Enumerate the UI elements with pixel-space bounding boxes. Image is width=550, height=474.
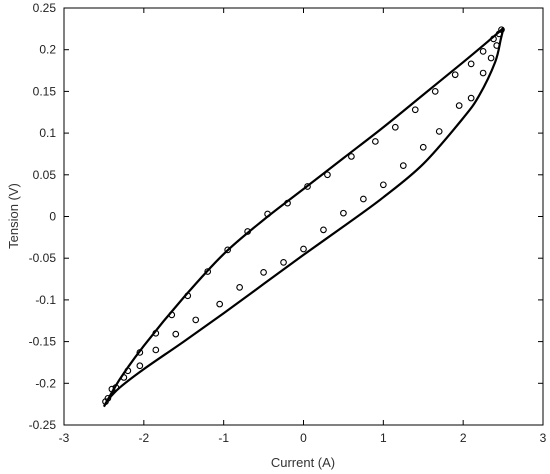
x-tick-label: -1 (218, 431, 229, 445)
data-point (451, 71, 459, 79)
data-point (184, 292, 192, 300)
fit-line (102, 27, 505, 408)
y-tick-label: -0.1 (35, 293, 56, 307)
x-tick-label: 1 (380, 431, 387, 445)
data-point (360, 195, 367, 203)
data-point (479, 69, 487, 77)
data-point (264, 210, 271, 218)
series-layer (102, 26, 505, 408)
data-point (300, 245, 307, 253)
data-point (411, 106, 419, 114)
data-point (224, 246, 232, 254)
data-point (431, 88, 439, 95)
data-point (112, 384, 120, 391)
y-tick-label: -0.15 (29, 335, 57, 349)
y-tick-label: 0.05 (33, 168, 57, 182)
y-tick-label: 0 (49, 210, 56, 224)
data-point (435, 128, 443, 135)
data-point (152, 346, 160, 354)
data-point (168, 311, 176, 319)
data-point (108, 385, 116, 393)
data-point (490, 35, 497, 43)
data-point (467, 60, 475, 68)
data-point (340, 209, 347, 217)
y-tick-label: 0.1 (39, 126, 56, 140)
x-tick-label: 3 (540, 431, 547, 445)
data-point (216, 300, 224, 308)
data-point (399, 162, 407, 169)
data-point (120, 374, 128, 381)
x-tick-labels: -3 -2 -1 0 1 2 3 (59, 431, 547, 445)
data-point (192, 316, 200, 324)
data-point (320, 226, 327, 234)
data-point (244, 228, 251, 235)
y-tick-label: 0.15 (33, 84, 57, 98)
y-tick-label: 0.2 (39, 43, 56, 57)
data-point (284, 199, 291, 207)
x-tick-label: -2 (138, 431, 149, 445)
data-point (324, 171, 331, 179)
y-tick-label: -0.25 (29, 418, 57, 432)
data-point (419, 143, 427, 151)
data-point (260, 269, 267, 276)
data-point (372, 138, 379, 145)
data-point (348, 153, 355, 160)
data-point (304, 183, 311, 190)
data-point (379, 181, 387, 189)
data-point (455, 102, 463, 109)
data-point (479, 48, 487, 55)
data-point (152, 329, 160, 337)
x-tick-label: -3 (59, 431, 70, 445)
y-tick-label: 0.25 (33, 1, 57, 15)
data-point (467, 94, 475, 102)
y-tick-labels: 0.25 0.2 0.15 0.1 0.05 0 -0.05 -0.1 -0.15 -0.2 -0.… (29, 1, 57, 432)
plot-area-frame (63, 7, 544, 426)
x-tick-label: 2 (460, 431, 467, 445)
data-point (136, 362, 144, 370)
data-point (172, 330, 180, 338)
y-tick-label: -0.05 (29, 251, 57, 265)
data-point (493, 42, 501, 49)
data-point (487, 54, 495, 62)
data-point (102, 398, 109, 405)
y-axis-title: Tension (V) (6, 183, 21, 249)
data-point (498, 26, 505, 34)
data-point (236, 284, 243, 291)
data-point (280, 259, 287, 266)
x-tick-label: 0 (300, 431, 307, 445)
y-tick-label: -0.2 (35, 376, 56, 390)
data-point (204, 268, 212, 275)
data-point (136, 349, 144, 356)
x-axis-title: Current (A) (271, 455, 335, 470)
axis-ticks (63, 7, 544, 426)
data-point (124, 367, 132, 375)
data-point (391, 123, 399, 131)
